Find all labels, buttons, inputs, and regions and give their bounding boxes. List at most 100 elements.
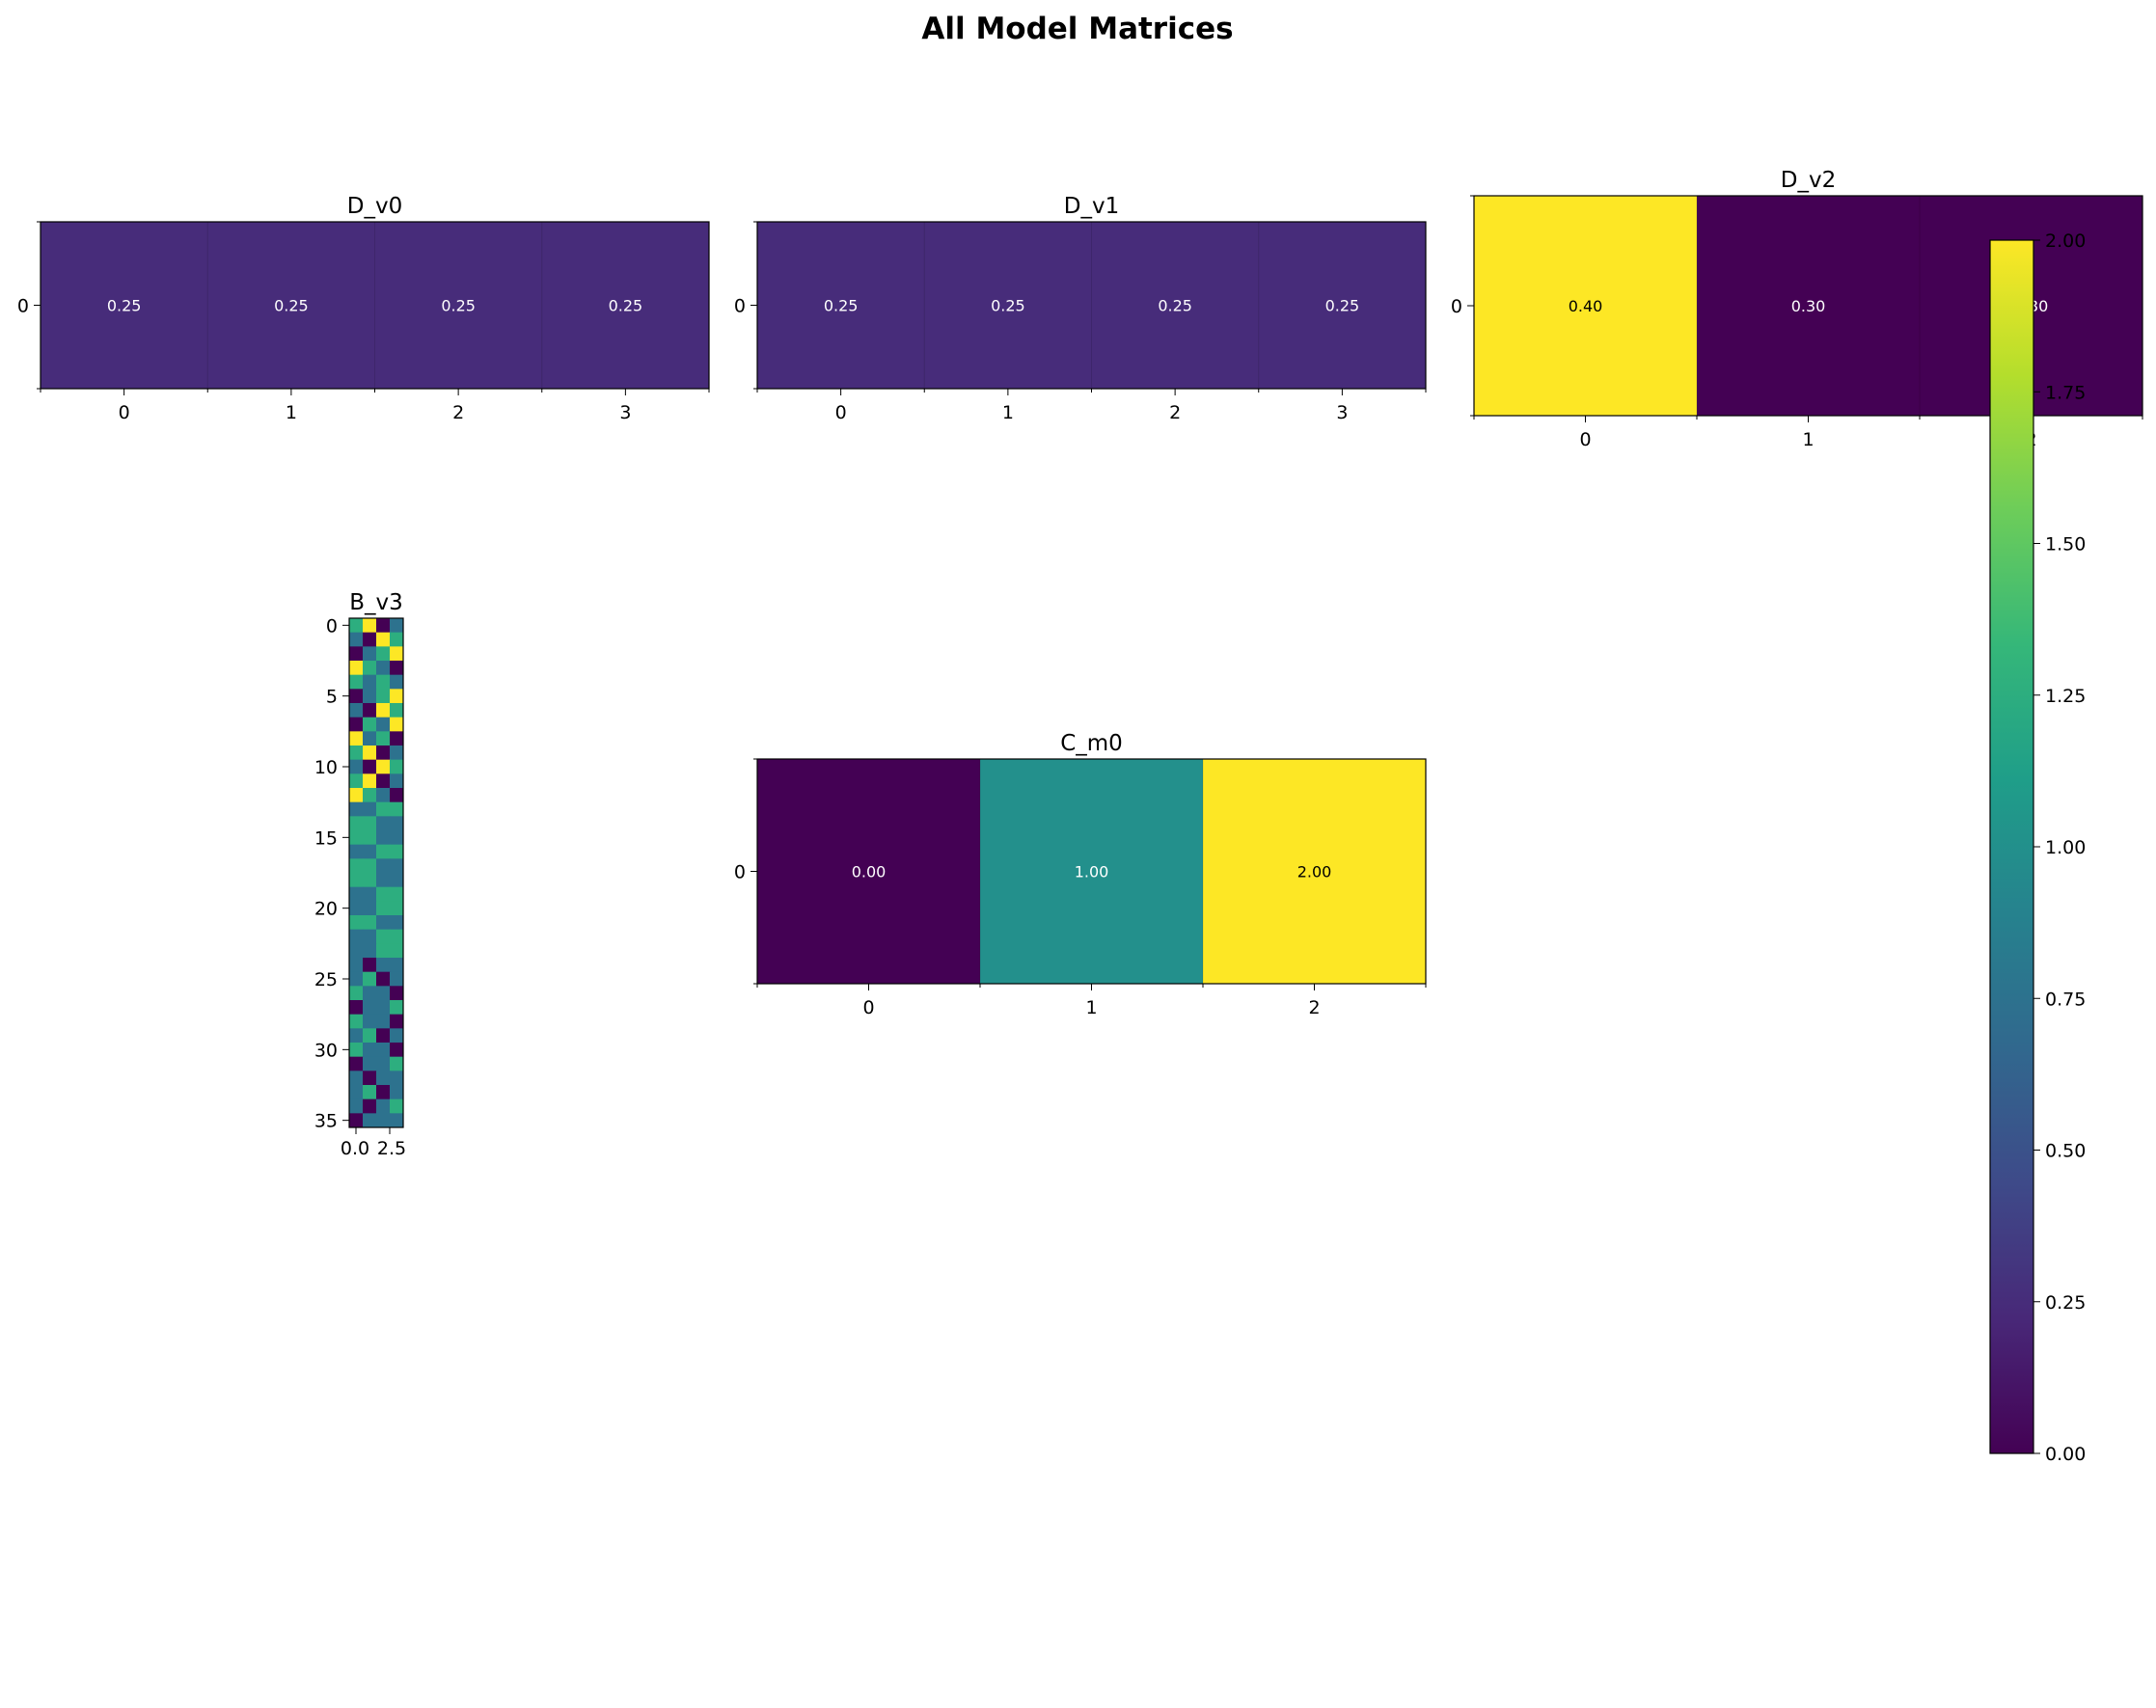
heatmap-cell <box>376 661 391 676</box>
heatmap-cell <box>376 886 391 902</box>
heatmap-cell <box>390 1071 404 1086</box>
heatmap-cell <box>363 689 377 704</box>
colorbar-tick-label: 1.50 <box>2045 534 2086 556</box>
heatmap-cell <box>390 646 404 662</box>
figure-title: All Model Matrices <box>921 12 1233 46</box>
heatmap-cell <box>1474 196 1698 417</box>
heatmap-cell <box>390 1113 404 1128</box>
heatmap-cell <box>363 1071 377 1086</box>
heatmap-cell <box>349 661 364 676</box>
heatmap-panels: D_v00.25 0.25 0.25 0.250 1 2 30D_v10.25 0.25 0.2… <box>17 168 2143 1159</box>
heatmap-cell <box>390 689 404 704</box>
heatmap-cell <box>363 759 377 774</box>
heatmap-cell <box>349 901 364 916</box>
cell-label: 0.25 <box>609 297 643 315</box>
heatmap-cell <box>349 858 364 874</box>
heatmap-cell <box>376 1000 391 1016</box>
heatmap-d-v0: D_v0 0.25 0.25 0.25 0.25 0 1 2 3 0 <box>17 194 710 423</box>
heatmap-cell <box>390 661 404 676</box>
y-tick-label: 0 <box>734 862 746 883</box>
heatmap-cell <box>390 1056 404 1071</box>
y-tick-label: 0 <box>326 615 338 637</box>
panel-title: B_v3 <box>349 590 403 615</box>
x-tick-label: 0 <box>1579 429 1591 450</box>
heatmap-cell <box>349 886 364 902</box>
cell-label: 0.25 <box>991 297 1025 315</box>
panel-title: D_v0 <box>347 194 402 219</box>
heatmap-cell <box>349 788 364 803</box>
heatmap-cell <box>376 746 391 761</box>
heatmap-cell <box>207 222 375 390</box>
heatmap-cell <box>374 222 543 390</box>
colorbar-gradient <box>1989 239 2034 1454</box>
heatmap-cell <box>363 731 377 746</box>
heatmap-cell <box>349 816 364 831</box>
heatmap-cell <box>349 1098 364 1114</box>
heatmap-cell <box>376 1056 391 1071</box>
cell-label: 0.25 <box>1158 297 1192 315</box>
heatmap-b-v3: B_v3 0 5 10 15 20 25 30 350.0 2.5 <box>314 590 406 1159</box>
heatmap-cell <box>349 632 364 647</box>
cell-label: 0.25 <box>441 297 476 315</box>
colorbar-tick-label: 0.25 <box>2045 1292 2086 1314</box>
y-tick-label: 35 <box>314 1111 338 1132</box>
y-tick-label: 0 <box>734 296 746 317</box>
heatmap-cell <box>390 1000 404 1016</box>
heatmap-cell <box>376 632 391 647</box>
heatmap-cell <box>1258 222 1427 390</box>
heatmap-cell <box>349 929 364 944</box>
heatmap-cell <box>376 1071 391 1086</box>
x-tick-label: 0 <box>862 997 874 1018</box>
heatmap-cell <box>376 943 391 959</box>
heatmap-cell <box>390 1014 404 1029</box>
heatmap-cell <box>349 717 364 732</box>
heatmap-cell <box>376 858 391 874</box>
colorbar-tick-label: 0.75 <box>2045 989 2086 1010</box>
heatmap-cell <box>390 958 404 973</box>
heatmap-cell <box>363 986 377 1001</box>
heatmap-cell <box>349 873 364 888</box>
y-tick-label: 20 <box>314 899 338 920</box>
colorbar-tick-label: 0.00 <box>2045 1444 2086 1465</box>
heatmap-cell <box>376 830 391 846</box>
colorbar-tick-label: 0.50 <box>2045 1141 2086 1162</box>
heatmap-cell <box>363 915 377 931</box>
heatmap-cell <box>376 915 391 931</box>
heatmap-cell <box>390 971 404 987</box>
heatmap-cell <box>349 1028 364 1044</box>
heatmap-cell <box>349 915 364 931</box>
heatmap-d-v1: D_v1 0.25 0.25 0.25 0.25 0 1 2 3 0 <box>734 194 1427 423</box>
heatmap-cell <box>390 986 404 1001</box>
heatmap-cell <box>363 632 377 647</box>
x-tick-label: 0 <box>835 402 847 423</box>
heatmap-cell <box>349 830 364 846</box>
heatmap-cell <box>363 1098 377 1114</box>
heatmap-cell <box>363 816 377 831</box>
heatmap-cell <box>390 929 404 944</box>
heatmap-cell <box>349 1014 364 1029</box>
heatmap-cell <box>349 1113 364 1128</box>
heatmap-cell <box>349 746 364 761</box>
x-tick-label: 2 <box>452 402 464 423</box>
heatmap-cell <box>376 731 391 746</box>
heatmap-cell <box>1697 196 1921 417</box>
x-tick-label: 1 <box>286 402 297 423</box>
heatmap-cell <box>376 1098 391 1114</box>
heatmap-cell <box>390 873 404 888</box>
heatmap-cell <box>349 986 364 1001</box>
heatmap-cell <box>363 646 377 662</box>
heatmap-cell <box>1203 759 1427 985</box>
colorbar-tick-label: 2.00 <box>2045 230 2086 252</box>
heatmap-cell <box>363 929 377 944</box>
colorbar: 0.00 0.25 0.50 0.75 1.00 1.25 1.50 1.75 2.00 <box>1989 230 2086 1465</box>
heatmap-cell <box>363 788 377 803</box>
heatmap-cell <box>349 1000 364 1016</box>
heatmap-cell <box>349 1071 364 1086</box>
x-tick-label: 1 <box>1002 402 1014 423</box>
heatmap-cell <box>390 746 404 761</box>
colorbar-tick-label: 1.00 <box>2045 837 2086 858</box>
panel-title: D_v2 <box>1781 168 1836 193</box>
heatmap-cell <box>363 971 377 987</box>
cell-label: 0.25 <box>274 297 309 315</box>
cell-label: 0.40 <box>1569 297 1603 315</box>
